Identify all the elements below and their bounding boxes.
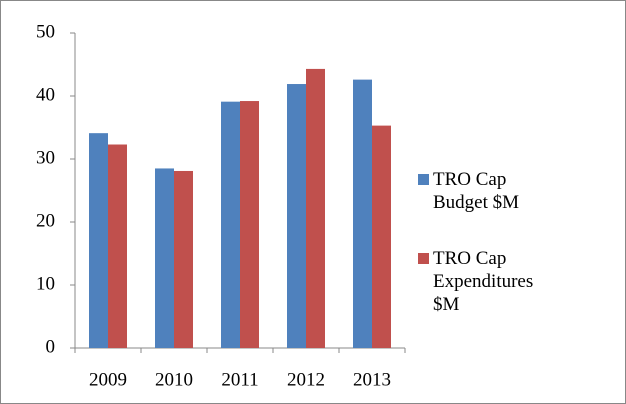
bar (287, 84, 306, 348)
bar (353, 79, 372, 349)
y-tick-label: 40 (36, 84, 55, 105)
y-tick-label: 0 (46, 336, 56, 357)
y-tick-label: 10 (36, 273, 55, 294)
legend-swatch (418, 174, 429, 185)
legend-item: TRO Cap Expenditures $M (418, 247, 553, 316)
legend-swatch (418, 253, 429, 264)
bar (89, 133, 108, 348)
x-tick-label: 2011 (221, 369, 258, 390)
bar (174, 170, 193, 348)
y-tick-label: 30 (36, 147, 55, 168)
bar (306, 68, 325, 348)
x-tick-label: 2009 (89, 369, 127, 390)
legend-label: TRO Cap Budget $M (433, 169, 520, 213)
legend-item: TRO Cap Budget $M (418, 168, 553, 214)
x-tick-label: 2010 (155, 369, 193, 390)
y-tick-label: 20 (36, 210, 55, 231)
bar (155, 168, 174, 348)
x-tick-label: 2013 (353, 369, 391, 390)
bar (240, 101, 259, 348)
y-tick-label: 50 (36, 21, 55, 42)
legend-label: TRO Cap Expenditures $M (433, 248, 534, 315)
bar (372, 125, 391, 348)
bar (221, 101, 240, 348)
bar (108, 144, 127, 348)
x-tick-label: 2012 (287, 369, 325, 390)
